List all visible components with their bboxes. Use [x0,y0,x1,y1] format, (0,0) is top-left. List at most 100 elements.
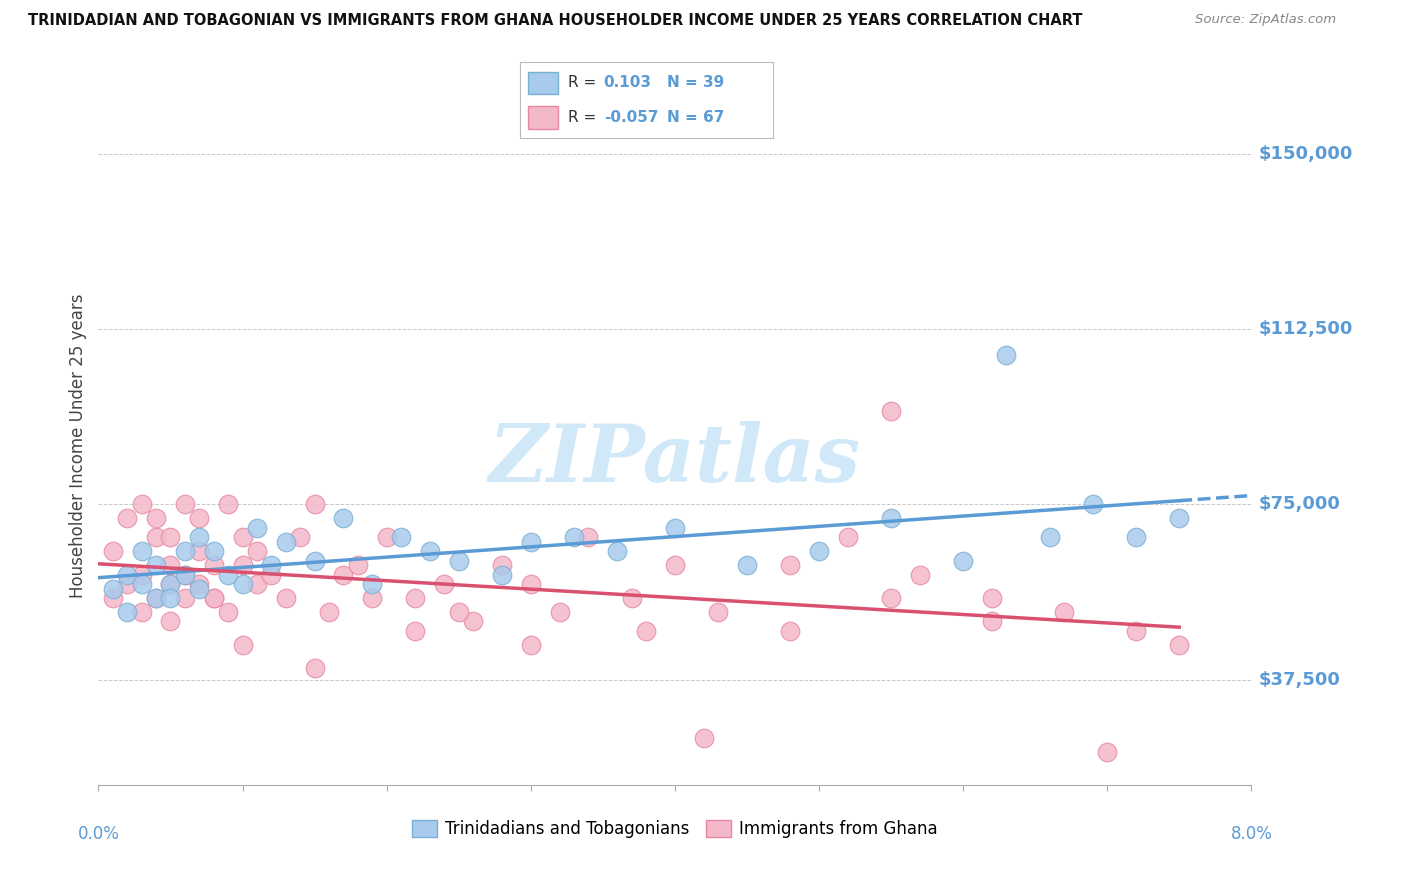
Point [880,404,903,418]
Point [779,624,801,638]
Point [548,605,571,619]
Point [1168,511,1191,525]
Point [578,530,600,544]
Point [101,591,124,605]
Text: $112,500: $112,500 [1258,320,1353,338]
Point [202,591,225,605]
Point [202,544,225,558]
Point [145,558,167,573]
Point [419,544,441,558]
Text: 0.0%: 0.0% [77,825,120,843]
Point [664,521,686,535]
Point [145,591,167,605]
Point [246,544,269,558]
Point [519,577,541,591]
Point [260,567,283,582]
Point [231,530,254,544]
Point [145,591,167,605]
Point [332,567,354,582]
Point [346,558,368,573]
Point [174,567,197,582]
Point [304,498,326,512]
Text: $150,000: $150,000 [1258,145,1353,163]
Point [159,577,181,591]
Point [562,530,585,544]
Point [260,558,283,573]
Point [202,591,225,605]
Point [145,530,167,544]
Point [217,567,239,582]
Point [779,558,801,573]
Text: ZIPatlas: ZIPatlas [489,421,860,499]
Point [304,553,326,567]
Point [620,591,643,605]
Point [952,553,974,567]
Point [231,577,254,591]
Point [361,591,384,605]
Point [447,553,470,567]
Point [995,348,1018,362]
Point [174,567,197,582]
Text: $75,000: $75,000 [1258,495,1340,514]
Text: $37,500: $37,500 [1258,671,1340,689]
Point [361,577,384,591]
Point [389,530,412,544]
Point [491,558,513,573]
Text: R =: R = [568,111,602,125]
Point [693,731,716,746]
Point [217,605,239,619]
Point [117,511,138,525]
Point [304,661,326,675]
Point [131,605,153,619]
Point [375,530,398,544]
Point [880,591,903,605]
Point [117,577,138,591]
Point [217,498,239,512]
Point [159,558,181,573]
Point [188,544,211,558]
Point [159,530,181,544]
Point [519,638,541,652]
Text: -0.057: -0.057 [603,111,658,125]
Point [837,530,859,544]
Point [188,511,211,525]
Point [174,498,197,512]
Point [231,638,254,652]
Point [519,534,541,549]
Point [318,605,340,619]
Point [707,605,730,619]
Point [491,567,513,582]
Point [405,624,427,638]
Point [246,521,269,535]
Point [117,567,138,582]
Point [1038,530,1062,544]
Text: Source: ZipAtlas.com: Source: ZipAtlas.com [1195,13,1336,27]
Point [159,615,181,629]
Point [636,624,658,638]
Point [1125,624,1147,638]
Point [159,591,181,605]
Point [188,577,211,591]
Point [131,498,153,512]
Point [174,544,197,558]
Point [145,511,167,525]
Point [908,567,931,582]
Point [159,577,181,591]
Legend: Trinidadians and Tobagonians, Immigrants from Ghana: Trinidadians and Tobagonians, Immigrants… [405,813,945,845]
Point [405,591,427,605]
Text: N = 39: N = 39 [666,76,724,90]
Point [461,615,484,629]
Point [188,530,211,544]
Point [880,511,903,525]
Point [117,605,138,619]
Text: 0.103: 0.103 [603,76,652,90]
Point [101,582,124,596]
Point [231,558,254,573]
Point [131,577,153,591]
Point [131,544,153,558]
Text: 8.0%: 8.0% [1230,825,1272,843]
Point [274,534,297,549]
Point [1053,605,1076,619]
Point [131,567,153,582]
Point [433,577,456,591]
